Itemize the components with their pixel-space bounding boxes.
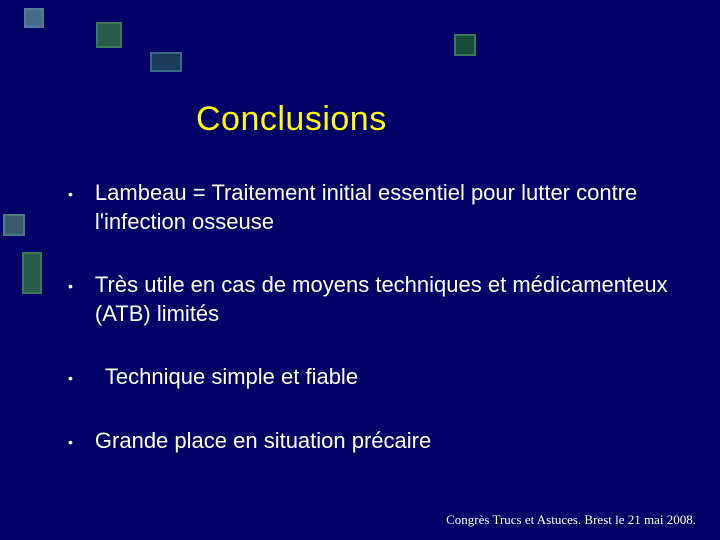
- decoration-square: [22, 252, 42, 294]
- bullet-marker: •: [68, 362, 95, 392]
- bullet-text: Lambeau = Traitement initial essentiel p…: [95, 178, 680, 236]
- slide-footer: Congrès Trucs et Astuces. Brest le 21 ma…: [446, 512, 696, 528]
- list-item: • Technique simple et fiable: [68, 362, 680, 392]
- list-item: • Lambeau = Traitement initial essentiel…: [68, 178, 680, 236]
- list-item: • Grande place en situation précaire: [68, 426, 680, 456]
- decoration-square: [3, 214, 25, 236]
- bullet-text: Très utile en cas de moyens techniques e…: [95, 270, 680, 328]
- bullet-list: • Lambeau = Traitement initial essentiel…: [68, 178, 680, 490]
- decoration-square: [454, 34, 476, 56]
- decoration-square: [96, 22, 122, 48]
- bullet-text: Grande place en situation précaire: [95, 426, 431, 455]
- bullet-text: Technique simple et fiable: [95, 362, 358, 391]
- slide-title: Conclusions: [196, 100, 387, 139]
- decoration-square: [150, 52, 182, 72]
- list-item: • Très utile en cas de moyens techniques…: [68, 270, 680, 328]
- bullet-marker: •: [68, 426, 95, 456]
- bullet-marker: •: [68, 178, 95, 208]
- decoration-square: [24, 8, 44, 28]
- bullet-marker: •: [68, 270, 95, 300]
